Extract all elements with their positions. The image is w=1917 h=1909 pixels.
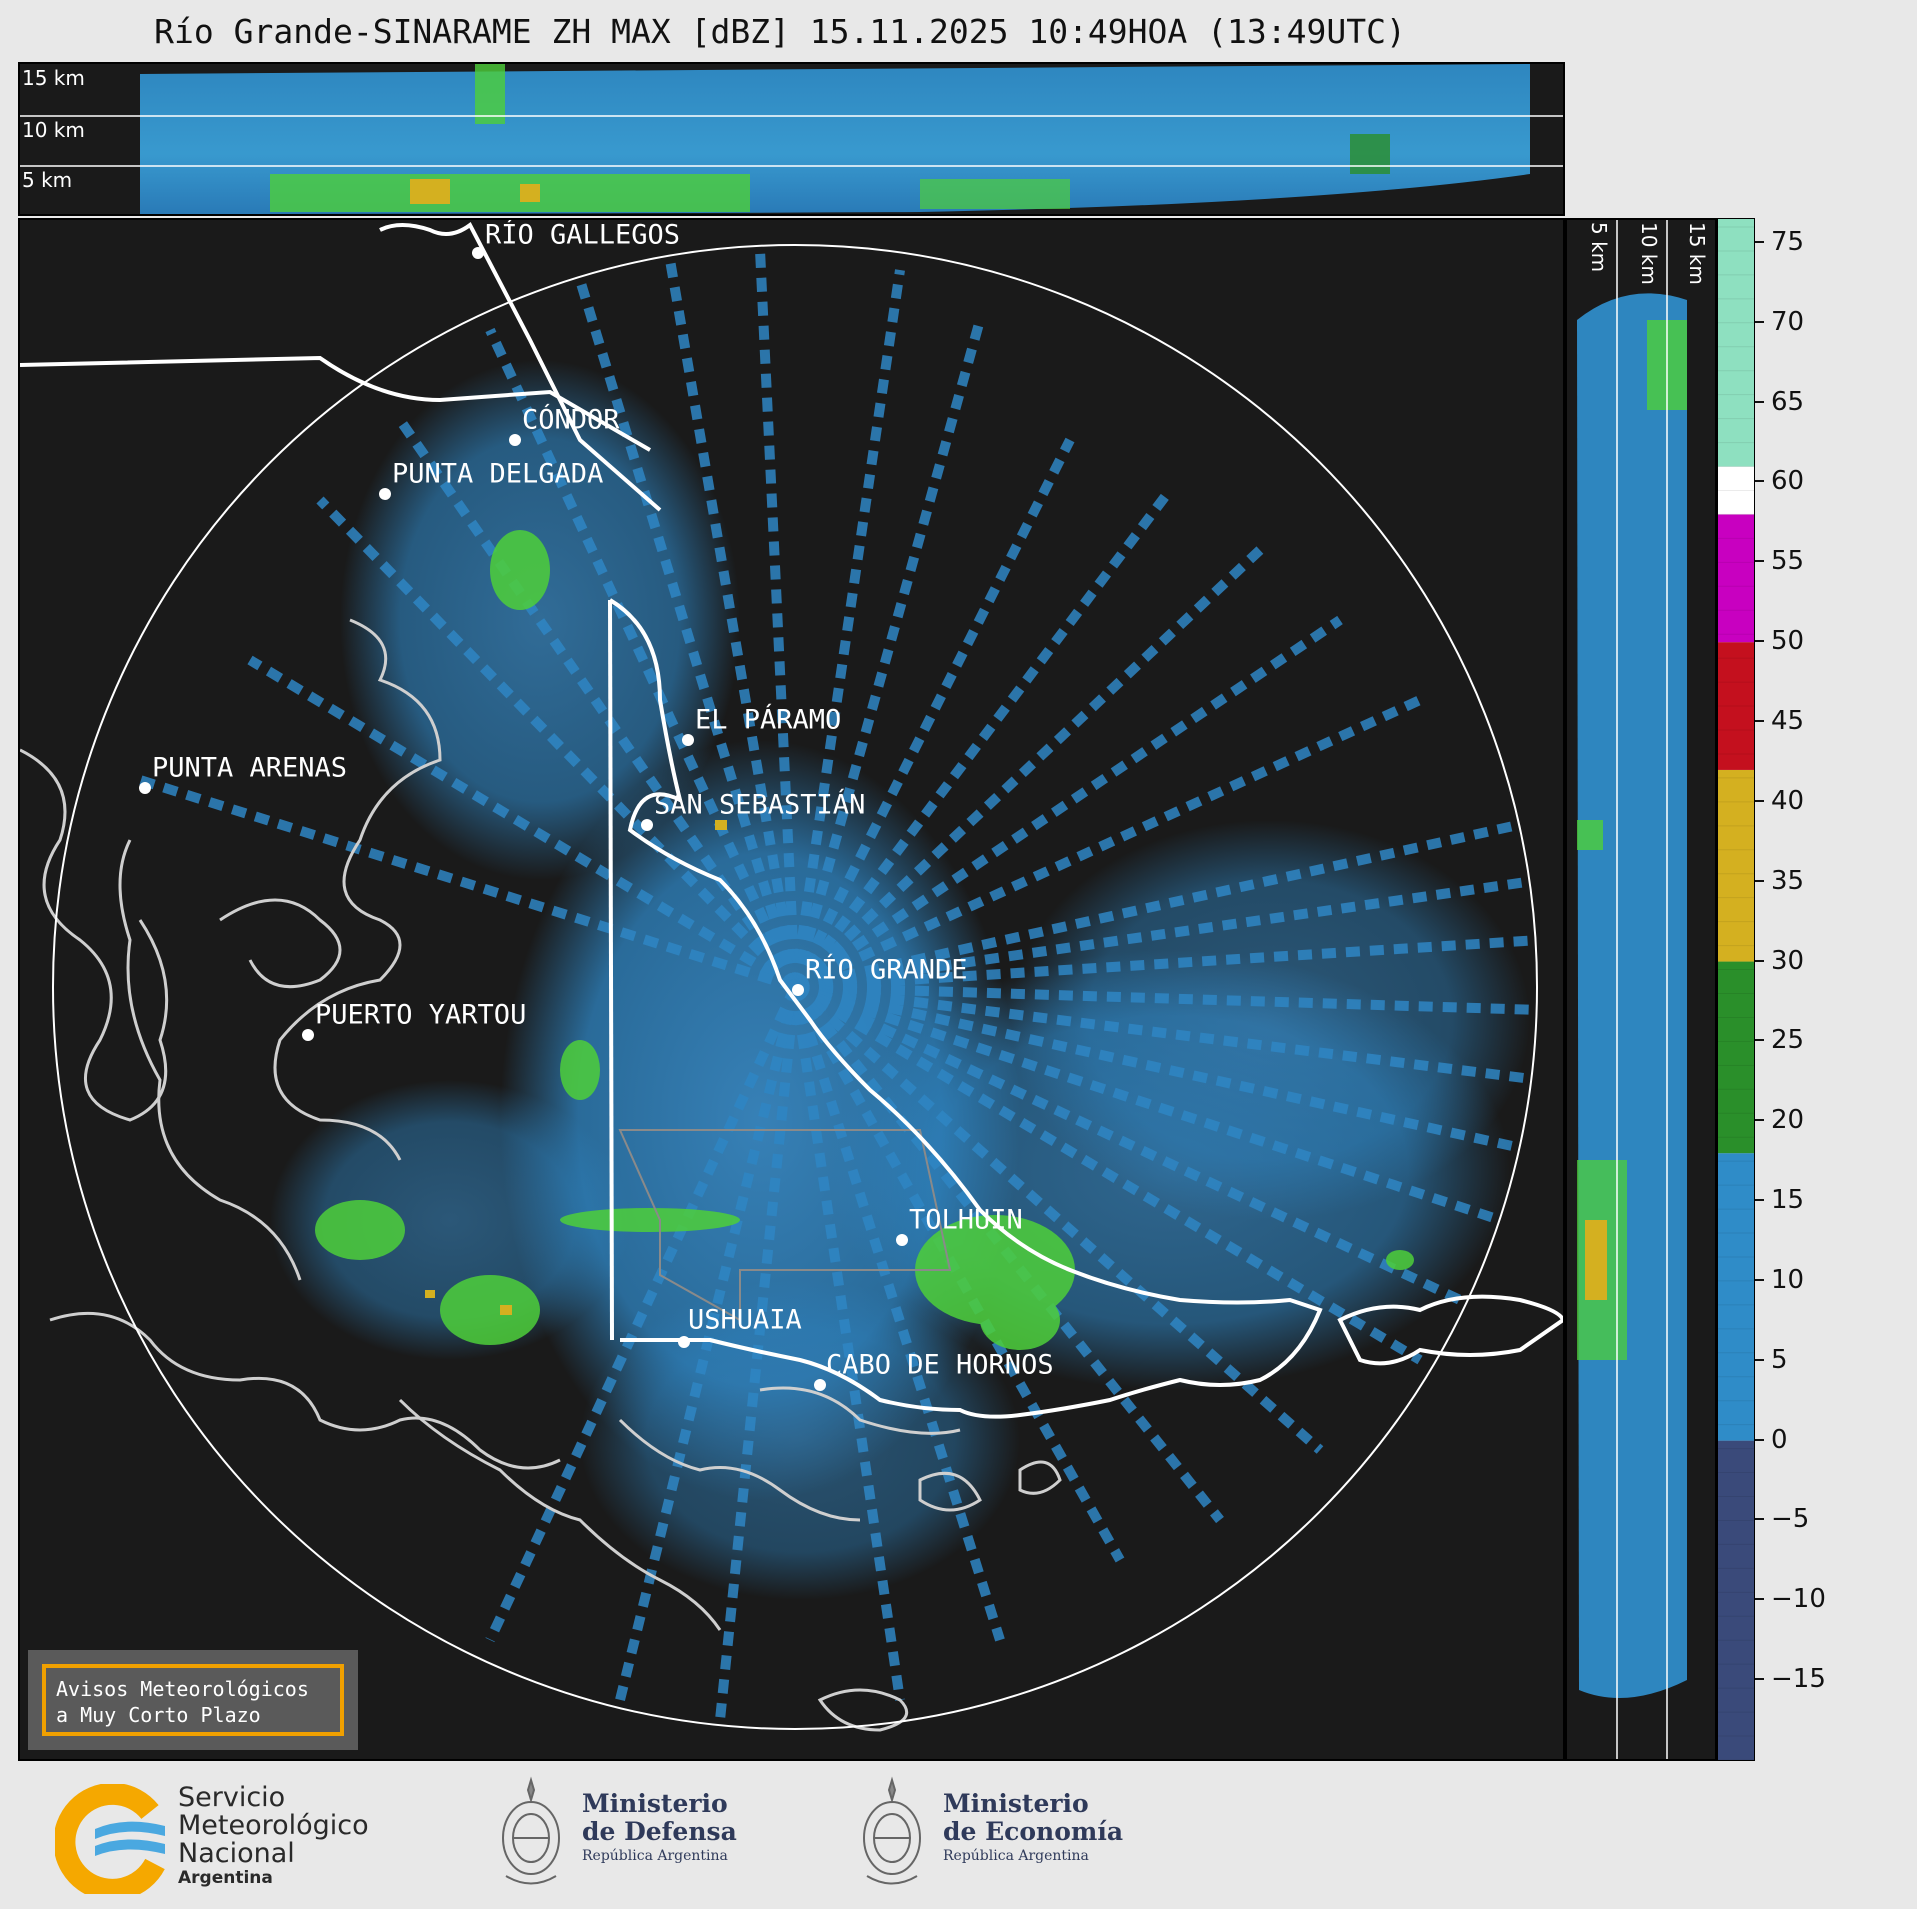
coastlines [20,618,1062,1732]
smn-logo-text: Servicio Meteorológico Nacional Argentin… [178,1782,369,1889]
city-label-cabo-de-hornos: CABO DE HORNOS [826,1349,1054,1381]
colorbar-tick-mark [1755,480,1764,483]
colorbar-tick-label: 20 [1771,1105,1805,1136]
colorbar-tick-label: −10 [1771,1584,1826,1615]
colorbar-tick-label: −15 [1771,1664,1826,1695]
city-label-ushuaia: USHUAIA [688,1304,802,1336]
colorbar-tick-label: 50 [1771,626,1805,657]
smn-line-2: Meteorológico [178,1810,369,1841]
colorbar-tick-label: 55 [1771,546,1805,577]
top-cross-section: 15 km 10 km 5 km [18,62,1565,216]
economia-line-3: República Argentina [943,1848,1089,1864]
colorbar-tick-label: 30 [1771,945,1805,976]
colorbar-tick-mark [1755,1598,1764,1601]
colorbar-tick-label: 15 [1771,1185,1805,1216]
smn-line-4: Argentina [178,1868,273,1888]
colorbar-tick-mark [1755,799,1764,802]
top-height-label-10: 10 km [22,118,85,142]
page-title: Río Grande-SINARAME ZH MAX [dBZ] 15.11.2… [154,12,1406,51]
colorbar-tick-label: 65 [1771,386,1805,417]
city-label-rio-grande: RÍO GRANDE [805,954,968,986]
footer: Servicio Meteorológico Nacional Argentin… [0,1762,1917,1909]
reflectivity-field [138,249,1537,1721]
colorbar-tick-mark [1755,640,1764,643]
side-height-label-15: 15 km [1685,222,1709,285]
top-cross-section-echoes [20,64,1563,214]
side-height-label-5: 5 km [1587,222,1611,273]
borders [20,221,1563,1419]
colorbar-tick-mark [1755,879,1764,882]
smn-logo-icon [55,1784,165,1894]
side-height-label-10: 10 km [1637,222,1661,285]
warning-line-2: a Muy Corto Plazo [56,1703,261,1727]
colorbar-bands [1718,219,1754,1760]
colorbar-tick-mark [1755,720,1764,723]
top-height-label-5: 5 km [22,168,73,192]
colorbar-tick-label: 35 [1771,865,1805,896]
city-label-puerto-yartou: PUERTO YARTOU [315,999,527,1031]
city-label-punta-arenas: PUNTA ARENAS [152,752,348,784]
colorbar-band [1718,769,1754,962]
top-height-label-15: 15 km [22,66,85,90]
colorbar-band [1718,466,1754,515]
colorbar-ticks: 75 70 65 60 55 50 45 40 35 30 25 20 15 10 5 0 −5 −10 −15 [1755,218,1905,1761]
city-markers [139,247,908,1391]
colorbar-band [1718,1440,1754,1760]
colorbar-tick-mark [1755,1358,1764,1361]
radar-map: RÍO GALLEGOS CÓNDOR PUNTA DELGADA EL PÁR… [18,218,1565,1761]
city-label-punta-delgada: PUNTA DELGADA [392,458,604,490]
warning-box: Avisos Meteorológicos a Muy Corto Plazo [28,1650,358,1750]
colorbar-band [1718,642,1754,770]
argentina-coat-of-arms-icon [863,1776,921,1885]
city-label-rio-gallegos: RÍO GALLEGOS [485,219,681,251]
economia-line-2: de Economía [943,1817,1124,1846]
colorbar-tick-label: 0 [1771,1424,1788,1455]
colorbar-tick-mark [1755,1678,1764,1681]
colorbar-tick-label: 40 [1771,785,1805,816]
colorbar-tick-mark [1755,959,1764,962]
colorbar-tick-mark [1755,1438,1764,1441]
defensa-line-3: República Argentina [582,1848,728,1864]
colorbar-band [1718,219,1754,467]
city-label-tolhuin: TOLHUIN [909,1204,1023,1236]
colorbar-tick-label: 10 [1771,1264,1805,1295]
defensa-line-2: de Defensa [582,1817,737,1846]
colorbar-tick-mark [1755,560,1764,563]
colorbar-tick-mark [1755,400,1764,403]
colorbar-tick-label: 45 [1771,706,1805,737]
city-label-san-sebastian: SAN SEBASTIÁN [654,789,866,821]
colorbar-tick-mark [1755,1199,1764,1202]
side-cross-section: 5 km 10 km 15 km [1565,218,1717,1761]
defensa-logo-text: Ministerio de Defensa República Argentin… [582,1790,737,1866]
city-label-condor: CÓNDOR [522,404,620,436]
economia-line-1: Ministerio [943,1789,1089,1818]
smn-line-1: Servicio [178,1782,286,1813]
radar-range-ring [52,244,1538,1730]
colorbar-tick-label: −5 [1771,1504,1810,1535]
colorbar-tick-label: 60 [1771,466,1805,497]
colorbar [1717,218,1755,1761]
colorbar-band [1718,961,1754,1154]
city-label-el-paramo: EL PÁRAMO [695,704,842,736]
colorbar-tick-label: 70 [1771,306,1805,337]
warning-line-1: Avisos Meteorológicos [56,1677,309,1701]
colorbar-tick-label: 5 [1771,1344,1788,1375]
side-cross-section-echoes [1577,220,1687,1759]
colorbar-band [1718,1153,1754,1441]
colorbar-tick-mark [1755,1278,1764,1281]
colorbar-tick-mark [1755,1518,1764,1521]
colorbar-tick-mark [1755,1119,1764,1122]
colorbar-band [1718,514,1754,643]
economia-logo-text: Ministerio de Economía República Argenti… [943,1790,1123,1866]
argentina-coat-of-arms-icon [502,1776,560,1885]
colorbar-tick-label: 25 [1771,1025,1805,1056]
defensa-line-1: Ministerio [582,1789,728,1818]
colorbar-tick-mark [1755,240,1764,243]
smn-line-3: Nacional [178,1838,295,1869]
colorbar-tick-mark [1755,320,1764,323]
colorbar-tick-label: 75 [1771,226,1805,257]
colorbar-tick-mark [1755,1039,1764,1042]
radar-map-svg [20,221,1563,1732]
